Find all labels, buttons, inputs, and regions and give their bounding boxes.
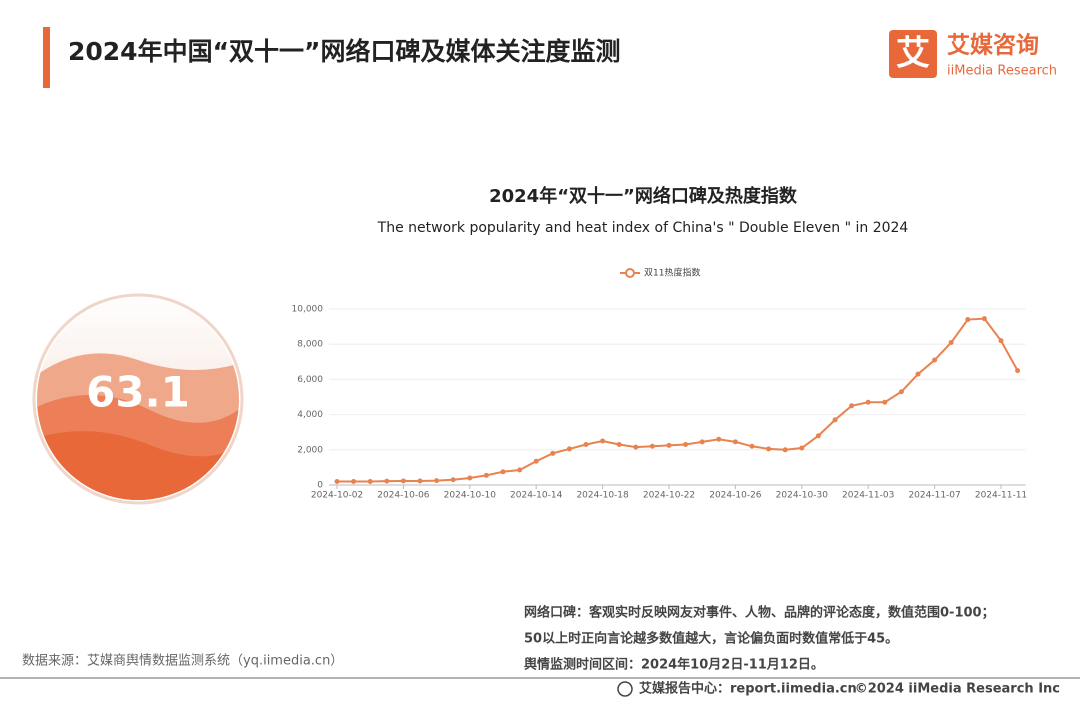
point xyxy=(616,442,622,448)
point xyxy=(932,357,938,363)
legend-marker xyxy=(625,268,635,278)
logo-box xyxy=(889,30,937,78)
point xyxy=(815,433,821,439)
point xyxy=(998,338,1004,344)
x-tick-label: 2024-11-03 xyxy=(842,491,894,501)
logo-mark: 艾 xyxy=(896,34,930,74)
y-tick-label: 0 xyxy=(317,481,323,491)
point xyxy=(948,339,954,345)
legend-label: 双11热度指数 xyxy=(644,267,700,279)
point xyxy=(683,442,689,448)
note: 网络口碑：客观实时反映网友对事件、人物、品牌的评论态度，数值范围0-100； xyxy=(524,605,995,621)
globe-icon xyxy=(617,681,633,697)
footer-site: 艾媒报告中心：report.iimedia.cn xyxy=(639,681,857,697)
point xyxy=(517,467,523,473)
point xyxy=(417,478,423,484)
logo-cn: 艾媒咨询 xyxy=(947,32,1039,59)
point xyxy=(400,478,406,484)
point xyxy=(351,478,357,484)
point xyxy=(782,447,788,453)
point xyxy=(450,477,456,483)
title-bar xyxy=(43,27,50,88)
line xyxy=(337,317,1019,483)
point xyxy=(732,439,738,445)
x-tick-label: 2024-10-06 xyxy=(377,491,430,501)
point xyxy=(434,478,440,484)
point xyxy=(600,438,606,444)
point xyxy=(799,445,805,451)
x-tick-label: 2024-10-26 xyxy=(709,491,762,501)
point xyxy=(666,442,672,448)
point xyxy=(367,478,373,484)
point xyxy=(965,317,971,323)
x-tick-label: 2024-10-22 xyxy=(643,491,695,501)
point xyxy=(865,399,871,405)
point xyxy=(583,442,589,448)
point xyxy=(749,443,755,449)
point xyxy=(649,443,655,449)
chart-subtitle: The network popularity and heat index of… xyxy=(377,220,909,236)
chart-title: 2024年“双十一”网络口碑及热度指数 xyxy=(489,185,798,207)
y-tick-label: 4,000 xyxy=(297,410,323,420)
point xyxy=(566,446,572,452)
y-tick-label: 6,000 xyxy=(297,375,323,385)
note: 50以上时正向言论越多数值越大，言论偏负面时数值常低于45。 xyxy=(524,631,898,647)
page-title: 2024年中国“双十一”网络口碑及媒体关注度监测 xyxy=(68,37,620,66)
x-tick-label: 2024-10-30 xyxy=(776,491,829,501)
point xyxy=(533,458,539,464)
point xyxy=(633,444,639,450)
x-tick-label: 2024-10-02 xyxy=(311,491,363,501)
point xyxy=(334,478,340,484)
y-tick-label: 8,000 xyxy=(297,340,323,350)
source: 数据来源：艾媒商舆情数据监测系统（yq.iimedia.cn） xyxy=(22,654,343,669)
point xyxy=(981,316,987,322)
x-tick-label: 2024-11-11 xyxy=(975,491,1027,501)
point xyxy=(500,469,506,475)
point xyxy=(1015,368,1021,374)
note: 舆情监测时间区间：2024年10月2日-11月12日。 xyxy=(524,657,824,673)
x-tick-label: 2024-11-07 xyxy=(908,491,960,501)
point xyxy=(699,439,705,445)
x-tick-label: 2024-10-14 xyxy=(510,491,563,501)
point xyxy=(467,475,473,481)
point xyxy=(384,478,390,484)
point xyxy=(915,371,921,377)
point xyxy=(898,389,904,395)
plot: 0 2,000 4,000 6,000 8,000 10,000 2024-10-02 202… xyxy=(292,267,1028,501)
point xyxy=(550,450,556,456)
gauge: 63.1 xyxy=(32,293,244,505)
footer-copyright: ©2024 iiMedia Research Inc xyxy=(855,682,1060,697)
point xyxy=(483,472,489,478)
point xyxy=(849,403,855,409)
gauge-value: 63.1 xyxy=(86,368,190,417)
point xyxy=(716,436,722,442)
y-tick-label: 2,000 xyxy=(297,445,323,455)
point xyxy=(766,446,772,452)
y-tick-label: 10,000 xyxy=(292,305,324,315)
x-tick-label: 2024-10-10 xyxy=(444,491,497,501)
point xyxy=(832,417,838,423)
x-tick-label: 2024-10-18 xyxy=(576,491,629,501)
point xyxy=(882,399,888,405)
logo-en: iiMedia Research xyxy=(947,64,1057,79)
